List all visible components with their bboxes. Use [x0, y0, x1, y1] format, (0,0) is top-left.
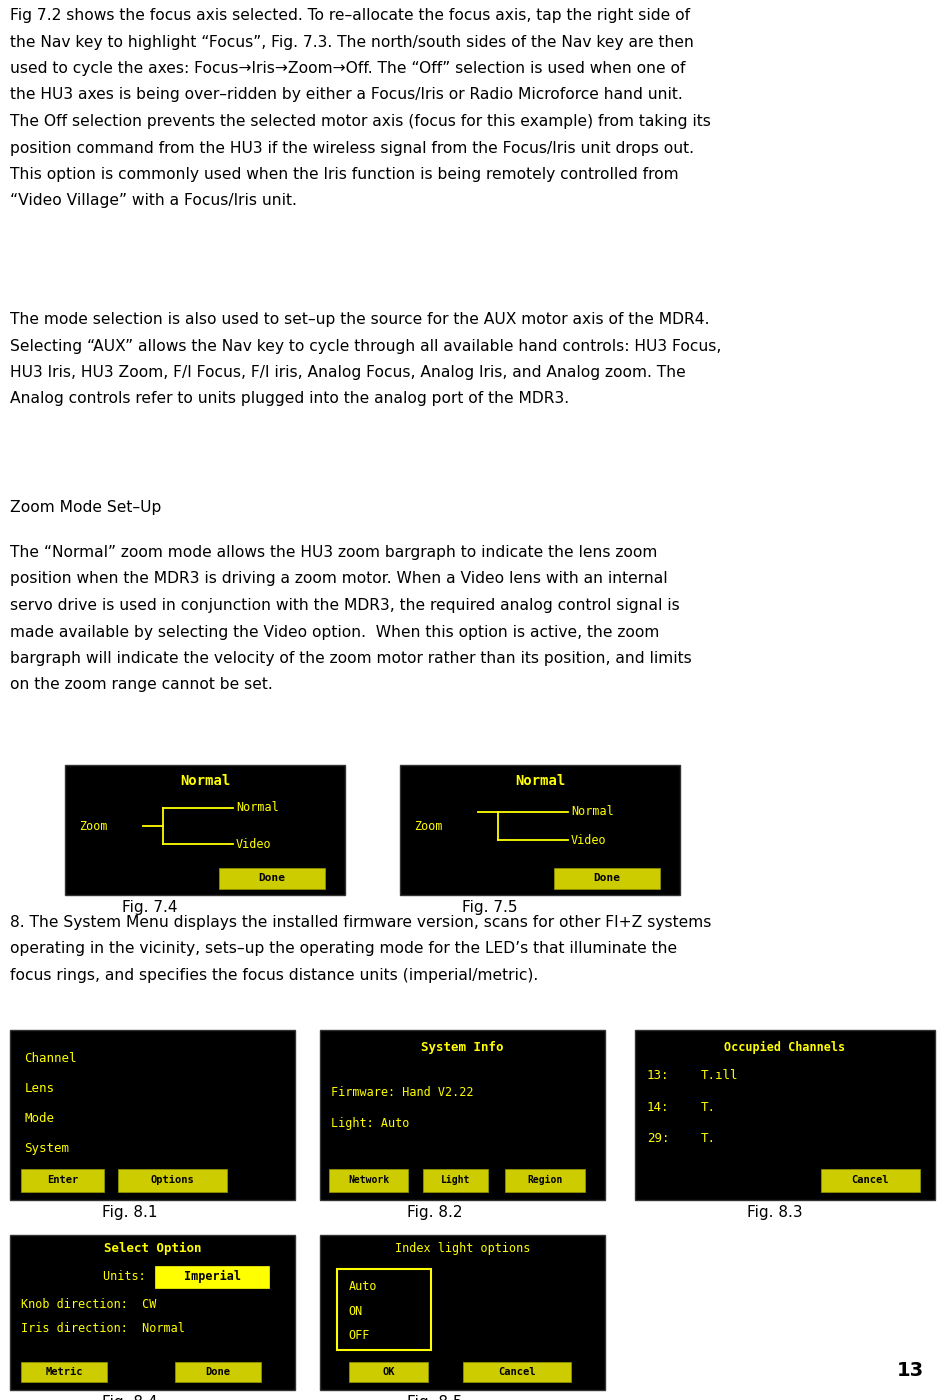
Text: Selecting “AUX” allows the Nav key to cycle through all available hand controls:: Selecting “AUX” allows the Nav key to cy… [10, 339, 721, 353]
Text: Zoom: Zoom [414, 819, 443, 833]
Text: Normal: Normal [571, 805, 614, 818]
Text: 8. The System Menu displays the installed firmware version, scans for other FI+Z: 8. The System Menu displays the installe… [10, 916, 712, 930]
Text: “Video Village” with a Focus/Iris unit.: “Video Village” with a Focus/Iris unit. [10, 193, 296, 209]
Text: System Info: System Info [421, 1040, 504, 1053]
Bar [22, 1362, 107, 1382]
Text: HU3 Iris, HU3 Zoom, F/I Focus, F/I iris, Analog Focus, Analog Iris, and Analog z: HU3 Iris, HU3 Zoom, F/I Focus, F/I iris,… [10, 365, 685, 379]
Text: ON: ON [348, 1305, 362, 1317]
Text: Done: Done [206, 1368, 230, 1378]
Text: Cancel: Cancel [497, 1368, 535, 1378]
Text: on the zoom range cannot be set.: on the zoom range cannot be set. [10, 678, 273, 693]
Text: Analog controls refer to units plugged into the analog port of the MDR3.: Analog controls refer to units plugged i… [10, 392, 569, 406]
Text: Auto: Auto [348, 1281, 377, 1294]
Text: Zoom: Zoom [79, 819, 108, 833]
Text: Index light options: Index light options [395, 1242, 531, 1256]
Text: Iris direction:  Normal: Iris direction: Normal [22, 1322, 185, 1334]
Text: Knob direction:  CW: Knob direction: CW [22, 1298, 157, 1312]
Text: Channel: Channel [25, 1053, 76, 1065]
Bar [22, 1169, 104, 1191]
Bar [554, 868, 661, 889]
Bar [156, 1266, 269, 1288]
Bar [65, 764, 345, 895]
Text: used to cycle the axes: Focus→Iris→Zoom→Off. The “Off” selection is used when on: used to cycle the axes: Focus→Iris→Zoom→… [10, 62, 685, 76]
Text: Enter: Enter [47, 1176, 78, 1186]
Text: Done: Done [594, 874, 621, 883]
Text: Light: Light [441, 1176, 470, 1186]
Text: The “Normal” zoom mode allows the HU3 zoom bargraph to indicate the lens zoom: The “Normal” zoom mode allows the HU3 zo… [10, 545, 657, 560]
Bar [400, 764, 680, 895]
Bar [821, 1169, 920, 1191]
Text: position when the MDR3 is driving a zoom motor. When a Video lens with an intern: position when the MDR3 is driving a zoom… [10, 571, 667, 587]
Text: bargraph will indicate the velocity of the zoom motor rather than its position, : bargraph will indicate the velocity of t… [10, 651, 692, 666]
Text: Region: Region [528, 1176, 563, 1186]
Bar [176, 1362, 261, 1382]
Text: Fig. 7.4: Fig. 7.4 [123, 900, 177, 916]
Text: Fig. 8.2: Fig. 8.2 [407, 1205, 463, 1219]
Text: This option is commonly used when the Iris function is being remotely controlled: This option is commonly used when the Ir… [10, 167, 679, 182]
Text: Network: Network [348, 1176, 389, 1186]
Text: operating in the vicinity, sets–up the operating mode for the LED’s that illumin: operating in the vicinity, sets–up the o… [10, 941, 677, 956]
Text: Select Option: Select Option [104, 1242, 201, 1256]
Text: Normal: Normal [514, 774, 565, 788]
Text: Light: Auto: Light: Auto [331, 1117, 410, 1130]
Text: Cancel: Cancel [851, 1176, 889, 1186]
Bar [348, 1362, 429, 1382]
Text: Video: Video [571, 834, 607, 847]
Text: Options: Options [151, 1176, 194, 1186]
Text: Fig. 8.1: Fig. 8.1 [102, 1205, 158, 1219]
Text: 29:: 29: [647, 1133, 669, 1145]
Text: Fig. 8.3: Fig. 8.3 [748, 1205, 802, 1219]
Text: Normal: Normal [180, 774, 230, 788]
Text: Fig. 8.5: Fig. 8.5 [407, 1394, 463, 1400]
Text: Video: Video [236, 837, 272, 851]
Text: T.: T. [701, 1100, 716, 1114]
Bar [505, 1169, 585, 1191]
Text: the HU3 axes is being over–ridden by either a Focus/Iris or Radio Microforce han: the HU3 axes is being over–ridden by eit… [10, 87, 683, 102]
Text: OK: OK [382, 1368, 395, 1378]
Bar [10, 1030, 295, 1200]
Text: 14:: 14: [647, 1100, 669, 1114]
Text: focus rings, and specifies the focus distance units (imperial/metric).: focus rings, and specifies the focus dis… [10, 967, 538, 983]
Bar [463, 1362, 571, 1382]
Text: Lens: Lens [25, 1082, 54, 1095]
Text: the Nav key to highlight “Focus”, Fig. 7.3. The north/south sides of the Nav key: the Nav key to highlight “Focus”, Fig. 7… [10, 35, 694, 49]
Text: Zoom Mode Set–Up: Zoom Mode Set–Up [10, 500, 161, 515]
Text: Firmware: Hand V2.22: Firmware: Hand V2.22 [331, 1086, 474, 1099]
Text: Metric: Metric [45, 1368, 83, 1378]
Text: T.: T. [701, 1133, 716, 1145]
Text: 13:: 13: [647, 1070, 669, 1082]
Text: Fig 7.2 shows the focus axis selected. To re–allocate the focus axis, tap the ri: Fig 7.2 shows the focus axis selected. T… [10, 8, 690, 22]
Bar [219, 868, 326, 889]
Text: made available by selecting the Video option.  When this option is active, the z: made available by selecting the Video op… [10, 624, 659, 640]
Bar [423, 1169, 488, 1191]
Text: System: System [25, 1141, 69, 1155]
Text: Units:: Units: [103, 1270, 153, 1284]
Bar [118, 1169, 227, 1191]
Bar [320, 1235, 605, 1390]
Text: servo drive is used in conjunction with the MDR3, the required analog control si: servo drive is used in conjunction with … [10, 598, 680, 613]
Text: Done: Done [259, 874, 286, 883]
Text: The Off selection prevents the selected motor axis (focus for this example) from: The Off selection prevents the selected … [10, 113, 711, 129]
Text: OFF: OFF [348, 1329, 370, 1341]
Text: Occupied Channels: Occupied Channels [724, 1040, 846, 1054]
Bar [10, 1235, 295, 1390]
Text: Imperial: Imperial [184, 1270, 241, 1284]
Bar [329, 1169, 409, 1191]
Bar [635, 1030, 935, 1200]
Text: Normal: Normal [236, 801, 278, 815]
Bar [337, 1268, 431, 1350]
Text: Mode: Mode [25, 1112, 54, 1126]
Text: Fig. 8.4: Fig. 8.4 [102, 1394, 158, 1400]
Text: The mode selection is also used to set–up the source for the AUX motor axis of t: The mode selection is also used to set–u… [10, 312, 710, 328]
Text: 13: 13 [897, 1361, 924, 1380]
Text: T.ıll: T.ıll [701, 1070, 738, 1082]
Text: position command from the HU3 if the wireless signal from the Focus/Iris unit dr: position command from the HU3 if the wir… [10, 140, 694, 155]
Text: Fig. 7.5: Fig. 7.5 [463, 900, 517, 916]
Bar [320, 1030, 605, 1200]
